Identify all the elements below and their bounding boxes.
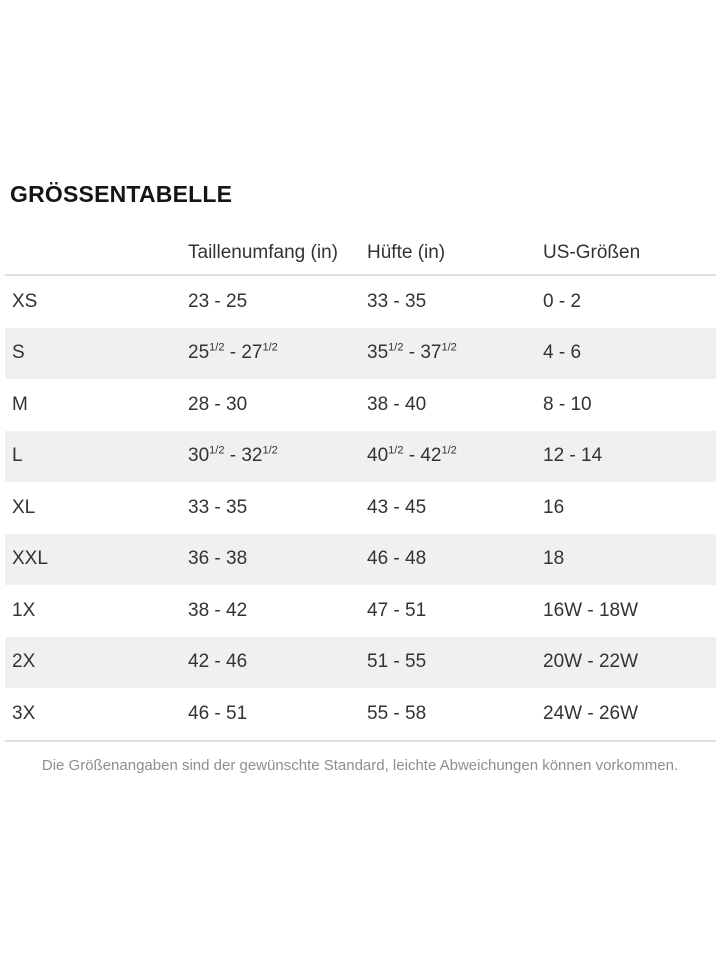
us-size-cell: 0 - 2 bbox=[543, 290, 582, 312]
header-waist: Taillenumfang (in) bbox=[188, 242, 338, 263]
size-disclaimer: Die Größenangaben sind der gewünschte St… bbox=[41, 757, 679, 774]
waist-cell: 28 - 30 bbox=[188, 393, 248, 415]
table-row: M 28 - 30 38 - 40 8 - 10 bbox=[5, 379, 716, 431]
header-us: US-Größen bbox=[543, 242, 641, 263]
hip-cell: 38 - 40 bbox=[367, 393, 427, 415]
size-cell: XL bbox=[12, 496, 36, 518]
size-table: Taillenumfang (in) Hüfte (in) US-Größen … bbox=[5, 232, 716, 742]
waist-cell: 36 - 38 bbox=[188, 548, 248, 570]
size-cell: 2X bbox=[12, 651, 36, 673]
size-cell: XXL bbox=[12, 548, 48, 570]
us-size-cell: 24W - 26W bbox=[543, 702, 639, 724]
table-header-row: Taillenumfang (in) Hüfte (in) US-Größen bbox=[5, 232, 716, 276]
waist-cell: 23 - 25 bbox=[188, 290, 248, 312]
table-row: S 251/2 - 271/2 351/2 - 371/2 4 - 6 bbox=[5, 327, 716, 379]
table-row: XS 23 - 25 33 - 35 0 - 2 bbox=[5, 276, 716, 328]
us-size-cell: 18 bbox=[543, 548, 565, 570]
us-size-cell: 16 bbox=[543, 496, 565, 518]
waist-cell: 251/2 - 271/2 bbox=[188, 341, 278, 364]
us-size-cell: 16W - 18W bbox=[543, 599, 639, 621]
size-cell: XS bbox=[12, 290, 38, 312]
hip-cell: 351/2 - 371/2 bbox=[367, 341, 457, 364]
size-cell: 1X bbox=[12, 599, 36, 621]
size-cell: M bbox=[12, 393, 28, 415]
waist-cell: 301/2 - 321/2 bbox=[188, 444, 278, 467]
waist-cell: 38 - 42 bbox=[188, 599, 248, 621]
waist-cell: 42 - 46 bbox=[188, 651, 248, 673]
waist-cell: 46 - 51 bbox=[188, 702, 248, 724]
table-row: L 301/2 - 321/2 401/2 - 421/2 12 - 14 bbox=[5, 430, 716, 482]
hip-cell: 55 - 58 bbox=[367, 702, 427, 724]
table-row: 2X 42 - 46 51 - 55 20W - 22W bbox=[5, 636, 716, 688]
table-row: 3X 46 - 51 55 - 58 24W - 26W bbox=[5, 688, 716, 740]
size-cell: L bbox=[12, 445, 23, 467]
us-size-cell: 8 - 10 bbox=[543, 393, 592, 415]
waist-cell: 33 - 35 bbox=[188, 496, 248, 518]
table-row: 1X 38 - 42 47 - 51 16W - 18W bbox=[5, 585, 716, 637]
page-title: GRÖSSENTABELLE bbox=[10, 181, 233, 207]
us-size-cell: 4 - 6 bbox=[543, 342, 582, 364]
us-size-cell: 20W - 22W bbox=[543, 651, 639, 673]
size-cell: 3X bbox=[12, 702, 36, 724]
table-row: XXL 36 - 38 46 - 48 18 bbox=[5, 533, 716, 585]
hip-cell: 46 - 48 bbox=[367, 548, 427, 570]
hip-cell: 51 - 55 bbox=[367, 651, 427, 673]
us-size-cell: 12 - 14 bbox=[543, 445, 603, 467]
hip-cell: 43 - 45 bbox=[367, 496, 427, 518]
size-cell: S bbox=[12, 342, 25, 364]
header-hip: Hüfte (in) bbox=[367, 242, 446, 263]
hip-cell: 401/2 - 421/2 bbox=[367, 444, 457, 467]
table-row: XL 33 - 35 43 - 45 16 bbox=[5, 482, 716, 534]
hip-cell: 47 - 51 bbox=[367, 599, 427, 621]
hip-cell: 33 - 35 bbox=[367, 290, 427, 312]
